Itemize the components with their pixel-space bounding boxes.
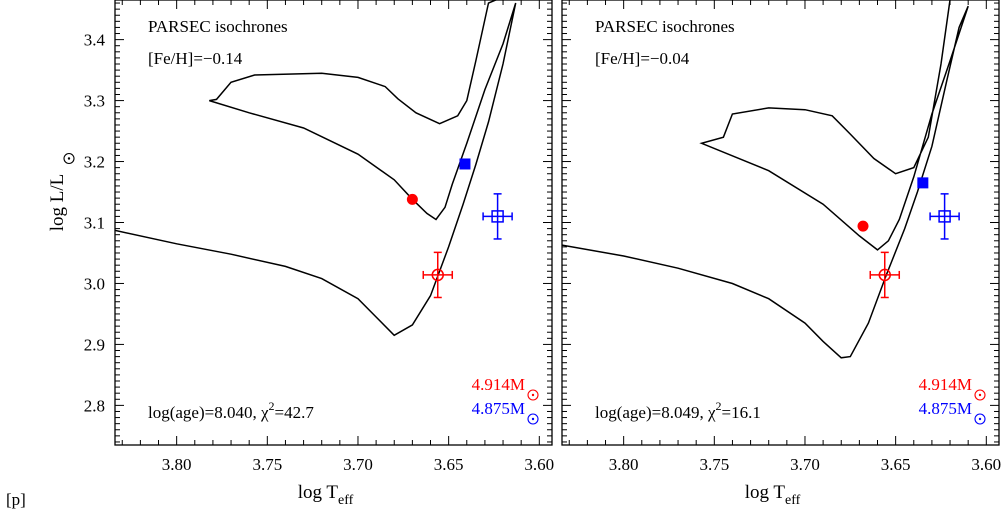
x-tick-label: 3.75 xyxy=(252,455,282,474)
chi2-value: =16.1 xyxy=(722,403,761,422)
sun-symbol-dot xyxy=(978,417,982,421)
y-tick-label: 3.0 xyxy=(84,274,105,293)
sun-symbol-icon xyxy=(974,413,986,425)
legend-label: 4.914M xyxy=(919,375,972,394)
x-tick-label: 3.80 xyxy=(609,455,639,474)
observed-point-blue xyxy=(938,210,951,223)
y-tick-label: 3.3 xyxy=(84,92,105,111)
chart-title: PARSEC isochrones xyxy=(595,17,735,36)
y-tick-label: 2.8 xyxy=(84,396,105,415)
age-text: log(age)=8.040, χ xyxy=(148,403,269,422)
y-axis-label: log L/L xyxy=(47,174,68,232)
legend-label: 4.875M xyxy=(472,399,525,418)
y-tick-label: 3.1 xyxy=(84,214,105,233)
x-axis-label-sub: eff xyxy=(338,493,354,508)
x-tick-label: 3.75 xyxy=(699,455,729,474)
model-point-blue xyxy=(917,177,929,189)
isochrone-line xyxy=(115,0,517,337)
sun-symbol-icon xyxy=(527,389,539,401)
x-tick-label: 3.70 xyxy=(343,455,373,474)
sun-symbol-dot xyxy=(978,393,982,397)
x-tick-label: 3.60 xyxy=(524,455,554,474)
observed-point-red xyxy=(878,268,892,282)
x-tick-label: 3.80 xyxy=(162,455,192,474)
model-point-blue xyxy=(459,158,471,170)
observed-point-blue xyxy=(491,210,504,223)
chart-subtitle: [Fe/H]=−0.04 xyxy=(595,49,690,68)
age-text: log(age)=8.049, χ xyxy=(595,403,716,422)
left-panel: 3.80 3.75 3.70 3.65 3.60 2.8 2.9 3.0 3.1 3.2 3.3 3.… xyxy=(47,0,554,508)
y-tick-label: 3.2 xyxy=(84,153,105,172)
model-point-red xyxy=(406,193,418,205)
chi2-superscript: 2 xyxy=(716,399,722,413)
chart-title: PARSEC isochrones xyxy=(148,17,288,36)
isochrone-line xyxy=(562,0,969,359)
x-axis-label-main: log T xyxy=(298,482,339,503)
age-chi2-label: log(age)=8.049, χ2=16.1 xyxy=(595,399,761,422)
page-label: [p] xyxy=(6,490,26,509)
legend-label: 4.875M xyxy=(919,399,972,418)
age-chi2-label: log(age)=8.040, χ2=42.7 xyxy=(148,399,314,422)
x-tick-label: 3.70 xyxy=(790,455,820,474)
y-tick-label: 3.4 xyxy=(84,31,106,50)
y-sun-symbol-icon xyxy=(63,152,75,165)
x-axis-label-main: log T xyxy=(745,482,786,503)
x-tick-label: 3.65 xyxy=(434,455,464,474)
sun-symbol-icon xyxy=(527,413,539,425)
x-axis-label-sub: eff xyxy=(785,493,801,508)
legend-label: 4.914M xyxy=(472,375,525,394)
x-tick-label: 3.60 xyxy=(971,455,1001,474)
sun-symbol-dot xyxy=(531,417,535,421)
sun-symbol-icon xyxy=(974,389,986,401)
chart-subtitle: [Fe/H]=−0.14 xyxy=(148,49,243,68)
x-tick-label: 3.65 xyxy=(881,455,911,474)
chi2-superscript: 2 xyxy=(269,399,275,413)
right-panel: 3.80 3.75 3.70 3.65 3.60 PARSEC isochrones [Fe… xyxy=(561,0,1001,508)
observed-point-red xyxy=(431,268,445,282)
chi2-value: =42.7 xyxy=(275,403,315,422)
sun-symbol-dot xyxy=(531,393,535,397)
model-point-red xyxy=(857,220,869,232)
y-sun-symbol-dot xyxy=(67,157,71,160)
x-axis-label: log Teff xyxy=(298,482,354,508)
x-axis-label: log Teff xyxy=(745,482,801,508)
y-tick-label: 2.9 xyxy=(84,335,105,354)
